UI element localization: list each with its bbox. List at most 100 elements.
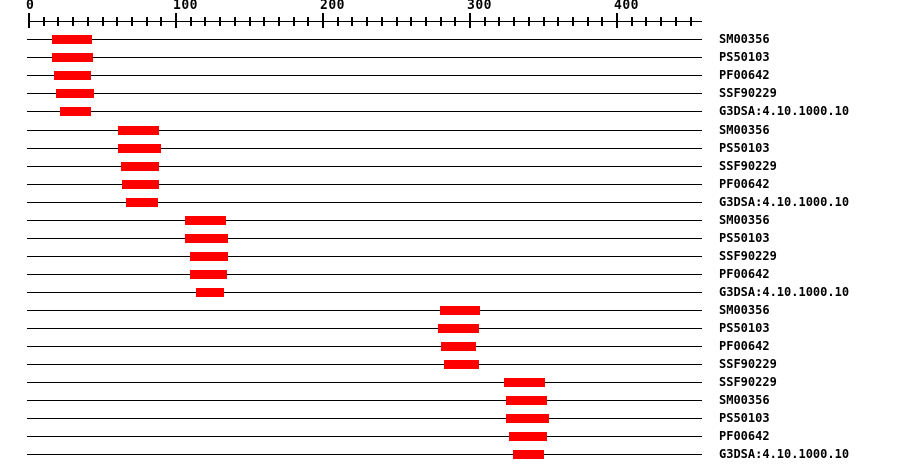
domain-match-bar[interactable] [60,107,91,116]
ruler-minor-tick [146,17,148,26]
sequence-line [27,202,702,203]
domain-match-bar[interactable] [190,270,227,279]
ruler-minor-tick [219,17,221,26]
signature-label[interactable]: PS50103 [719,50,770,64]
sequence-line [27,238,702,239]
domain-match-bar[interactable] [506,396,547,405]
ruler-minor-tick [204,17,206,26]
domain-match-bar[interactable] [52,35,92,44]
ruler-tick-label: 200 [320,0,345,13]
ruler-tick-label: 0 [26,0,35,13]
domain-match-bar[interactable] [438,324,479,333]
ruler-line [28,21,702,22]
signature-label[interactable]: PS50103 [719,411,770,425]
sequence-line [27,292,702,293]
ruler-minor-tick [278,17,280,26]
domain-match-bar[interactable] [504,378,545,387]
signature-label[interactable]: PF00642 [719,429,770,443]
domain-match-bar[interactable] [118,144,161,153]
ruler-minor-tick [410,17,412,26]
signature-label[interactable]: PF00642 [719,339,770,353]
domain-match-bar[interactable] [513,450,544,459]
signature-label[interactable]: PS50103 [719,321,770,335]
signature-label[interactable]: PF00642 [719,177,770,191]
signature-label[interactable]: SM00356 [719,32,770,46]
ruler-minor-tick [660,17,662,26]
ruler-minor-tick [57,17,59,26]
domain-match-bar[interactable] [54,71,91,80]
sequence-line [27,436,702,437]
signature-label[interactable]: G3DSA:4.10.1000.10 [719,195,850,209]
signature-label[interactable]: SM00356 [719,123,770,137]
ruler-minor-tick [543,17,545,26]
ruler-minor-tick [131,17,133,26]
sequence-line [27,130,702,131]
ruler-minor-tick [690,17,692,26]
domain-match-bar[interactable] [126,198,158,207]
ruler-minor-tick [572,17,574,26]
signature-label[interactable]: G3DSA:4.10.1000.10 [719,285,850,299]
sequence-line [27,274,702,275]
sequence-line [27,256,702,257]
ruler-minor-tick [513,17,515,26]
domain-match-bar[interactable] [444,360,479,369]
signature-label[interactable]: SSF90229 [719,249,777,263]
sequence-line [27,184,702,185]
signature-label[interactable]: SM00356 [719,213,770,227]
ruler-minor-tick [43,17,45,26]
signature-label[interactable]: SSF90229 [719,86,777,100]
signature-label[interactable]: G3DSA:4.10.1000.10 [719,104,850,118]
ruler-minor-tick [307,17,309,26]
signature-label[interactable]: PF00642 [719,267,770,281]
ruler-minor-tick [249,17,251,26]
domain-match-bar[interactable] [509,432,547,441]
domain-match-bar[interactable] [56,89,94,98]
domain-match-bar[interactable] [196,288,224,297]
ruler-minor-tick [454,17,456,26]
sequence-line [27,400,702,401]
domain-match-bar[interactable] [441,342,476,351]
signature-label[interactable]: PF00642 [719,68,770,82]
domain-match-bar[interactable] [52,53,93,62]
ruler-major-tick [469,13,471,28]
signature-label[interactable]: PS50103 [719,231,770,245]
ruler-minor-tick [190,17,192,26]
ruler-minor-tick [557,17,559,26]
ruler-minor-tick [528,17,530,26]
domain-match-bar[interactable] [185,216,226,225]
domain-match-bar[interactable] [122,180,159,189]
ruler-minor-tick [293,17,295,26]
ruler-minor-tick [645,17,647,26]
ruler-minor-tick [337,17,339,26]
domain-match-bar[interactable] [118,126,159,135]
ruler-minor-tick [440,17,442,26]
ruler-minor-tick [116,17,118,26]
ruler-minor-tick [263,17,265,26]
sequence-line [27,111,702,112]
sequence-line [27,310,702,311]
sequence-line [27,166,702,167]
ruler-tick-label: 400 [614,0,639,13]
signature-label[interactable]: G3DSA:4.10.1000.10 [719,447,850,461]
domain-match-bar[interactable] [190,252,228,261]
ruler-major-tick [28,13,30,28]
signature-label[interactable]: SM00356 [719,303,770,317]
sequence-line [27,328,702,329]
domain-match-bar[interactable] [440,306,480,315]
sequence-line [27,93,702,94]
domain-match-bar[interactable] [506,414,549,423]
sequence-line [27,364,702,365]
signature-label[interactable]: SM00356 [719,393,770,407]
signature-label[interactable]: SSF90229 [719,159,777,173]
ruler-major-tick [322,13,324,28]
signature-label[interactable]: PS50103 [719,141,770,155]
signature-label[interactable]: SSF90229 [719,357,777,371]
domain-match-bar[interactable] [121,162,159,171]
sequence-line [27,454,702,455]
ruler-minor-tick [102,17,104,26]
ruler-minor-tick [160,17,162,26]
signature-label[interactable]: SSF90229 [719,375,777,389]
ruler-minor-tick [484,17,486,26]
domain-match-bar[interactable] [185,234,228,243]
sequence-line [27,220,702,221]
